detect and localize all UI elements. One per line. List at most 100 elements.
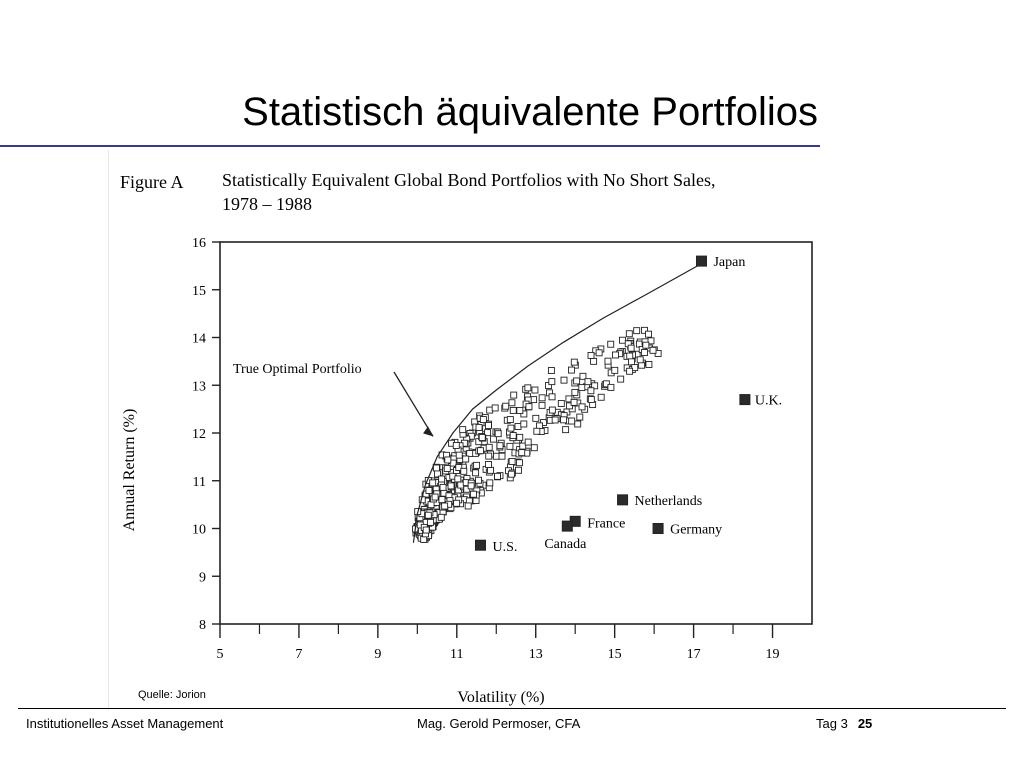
portfolio-point — [570, 398, 578, 406]
country-label: Netherlands — [635, 494, 703, 509]
portfolio-point — [467, 482, 475, 490]
portfolio-point — [466, 450, 474, 457]
portfolio-point — [571, 388, 579, 396]
portfolio-point — [645, 361, 653, 368]
portfolio-point — [455, 451, 463, 459]
portfolio-point — [641, 326, 648, 334]
portfolio-point — [587, 396, 595, 403]
portfolio-point — [516, 407, 524, 414]
chart-figure: Figure A Statistically Equivalent Global… — [108, 150, 824, 710]
y-tick-label: 13 — [192, 379, 206, 394]
portfolio-point — [584, 378, 592, 386]
country-marker — [617, 494, 629, 506]
portfolio-point — [491, 404, 499, 412]
x-tick-label: 9 — [374, 647, 381, 662]
portfolio-point — [454, 475, 462, 483]
y-tick-label: 12 — [192, 427, 206, 442]
portfolio-point — [489, 435, 497, 443]
portfolio-point — [579, 372, 587, 380]
portfolio-point — [573, 377, 581, 385]
y-tick-label: 8 — [199, 618, 206, 633]
portfolio-point — [628, 358, 636, 366]
portfolio-point — [578, 403, 586, 411]
portfolio-point — [524, 384, 532, 392]
y-tick-label: 15 — [192, 284, 206, 299]
x-tick-label: 19 — [766, 647, 780, 662]
portfolio-point — [525, 403, 533, 411]
chart-title: Statistically Equivalent Global Bond Por… — [222, 170, 715, 190]
chart-subtitle: 1978 – 1988 — [222, 194, 312, 214]
portfolio-point — [551, 416, 559, 424]
portfolio-point — [475, 476, 482, 484]
portfolio-point — [506, 416, 514, 424]
footer-author: Mag. Gerold Permoser, CFA — [417, 716, 581, 731]
annotation-arrowhead — [423, 426, 434, 437]
portfolio-point — [642, 341, 650, 349]
portfolio-point — [612, 351, 619, 359]
portfolio-point — [478, 434, 486, 441]
portfolio-point — [441, 502, 449, 510]
portfolio-point — [494, 472, 501, 480]
portfolio-point — [607, 340, 615, 348]
portfolio-point — [645, 330, 652, 338]
portfolio-point — [626, 367, 634, 375]
portfolio-point — [617, 375, 625, 383]
portfolio-point — [560, 376, 568, 384]
portfolio-point — [507, 424, 515, 432]
portfolio-point — [510, 391, 518, 399]
portfolio-point — [485, 452, 493, 460]
portfolio-point — [486, 479, 494, 487]
portfolio-point — [432, 464, 440, 472]
portfolio-point — [438, 475, 446, 483]
portfolio-point — [514, 423, 522, 430]
portfolio-point — [484, 429, 492, 437]
country-label: U.K. — [755, 394, 782, 409]
portfolio-point — [604, 357, 612, 365]
portfolio-point — [516, 433, 524, 441]
portfolio-point — [640, 349, 648, 357]
portfolio-point — [530, 444, 538, 452]
portfolio-point — [619, 336, 626, 344]
footer-day: Tag 3 — [816, 716, 848, 731]
portfolio-point — [476, 447, 484, 455]
x-tick-label: 11 — [450, 647, 463, 662]
portfolio-point — [531, 386, 539, 394]
portfolio-point — [570, 358, 578, 366]
country-label: U.S. — [492, 540, 517, 555]
portfolio-point — [470, 490, 477, 498]
portfolio-point — [453, 499, 461, 507]
page-number: 25 — [857, 716, 873, 731]
y-tick-label: 10 — [192, 523, 206, 538]
portfolio-point — [607, 383, 615, 391]
portfolio-point — [502, 402, 510, 410]
portfolio-point — [508, 399, 516, 407]
portfolio-point — [566, 402, 573, 410]
portfolio-point — [462, 455, 470, 463]
portfolio-point — [427, 501, 435, 509]
portfolio-point — [560, 416, 568, 424]
portfolio-point — [533, 427, 541, 435]
country-label: Germany — [670, 523, 722, 538]
portfolio-point — [625, 330, 633, 338]
portfolio-point — [587, 387, 595, 395]
portfolio-point — [434, 470, 441, 478]
portfolio-point — [524, 438, 532, 446]
portfolio-point — [548, 393, 556, 401]
portfolio-point — [595, 349, 603, 357]
portfolio-point — [487, 466, 494, 474]
portfolio-point — [427, 518, 435, 526]
portfolio-point — [484, 422, 492, 430]
portfolio-point — [464, 502, 472, 510]
equivalent-portfolios — [412, 326, 662, 543]
portfolio-point — [611, 366, 619, 374]
figure-label: Figure A — [120, 172, 184, 192]
portfolio-point — [485, 461, 492, 468]
portfolio-point — [597, 393, 605, 401]
portfolio-point — [508, 458, 516, 465]
portfolio-point — [578, 384, 586, 392]
portfolio-point — [516, 459, 523, 467]
y-tick-label: 16 — [192, 236, 206, 251]
portfolio-point — [438, 496, 446, 504]
y-tick-label: 11 — [193, 475, 206, 490]
portfolio-point — [590, 357, 598, 365]
